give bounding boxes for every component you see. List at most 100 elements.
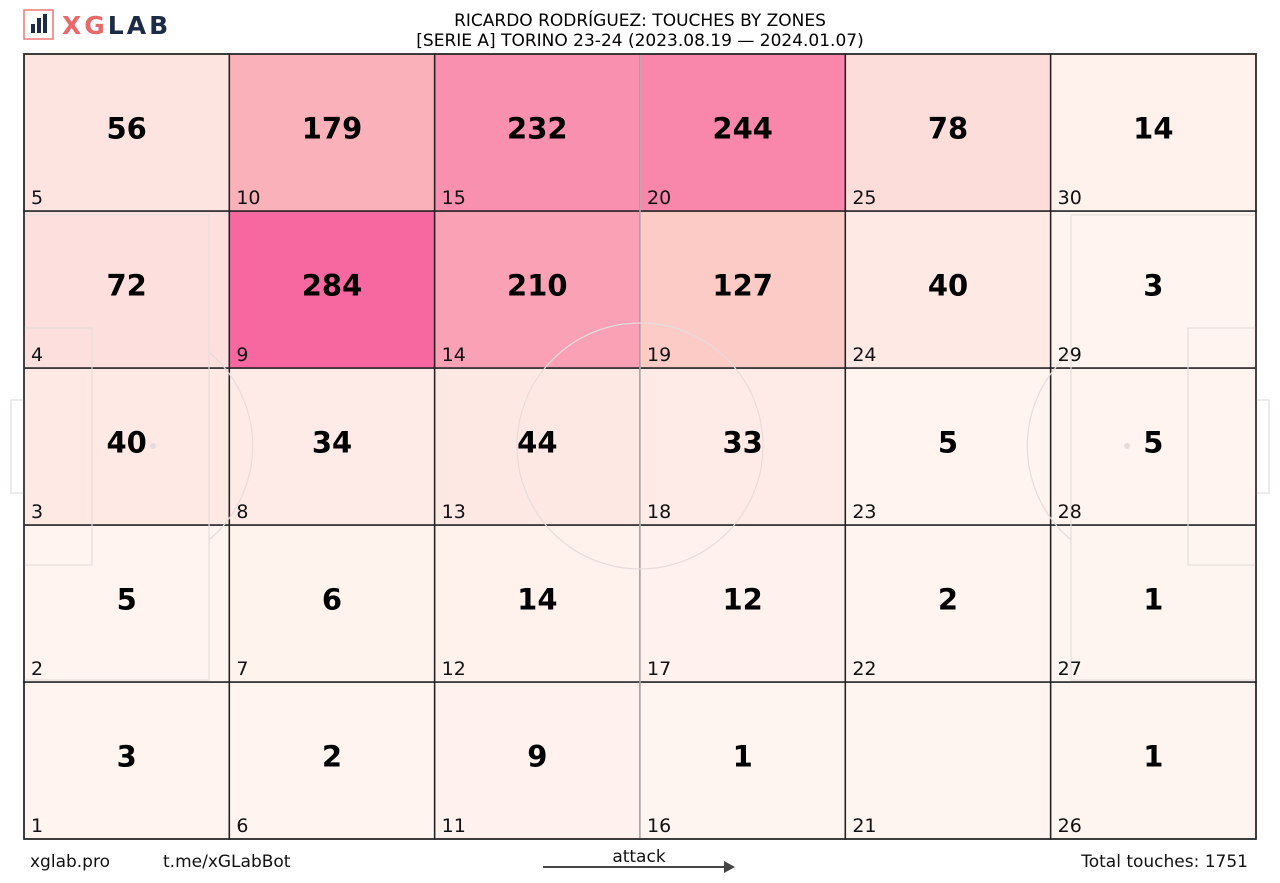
- cell: [433, 367, 641, 526]
- count-label: 1: [1143, 583, 1163, 617]
- count-label: 1: [733, 740, 753, 774]
- count-label: 5: [117, 583, 137, 617]
- cell: [639, 210, 847, 369]
- count-label: 40: [106, 426, 146, 460]
- count-label: 3: [117, 740, 137, 774]
- labels: 3152403724565266734828491791091114124413…: [31, 112, 1174, 838]
- cell: [433, 53, 641, 212]
- count-label: 1: [1143, 740, 1163, 774]
- zone-label: 29: [1058, 344, 1082, 366]
- zone-label: 8: [236, 501, 248, 523]
- zone-label: 28: [1058, 501, 1082, 523]
- count-label: 72: [106, 269, 146, 303]
- cell: [1049, 53, 1257, 212]
- zone-label: 22: [852, 658, 876, 680]
- arrow-head: [724, 861, 735, 873]
- zone-label: 23: [852, 501, 876, 523]
- penalty-arc: [1026, 351, 1072, 541]
- zone-label: 1: [31, 815, 43, 837]
- zone-label: 10: [236, 187, 260, 209]
- cell: [639, 367, 847, 526]
- zone-label: 18: [647, 501, 671, 523]
- zone-label: 16: [647, 815, 671, 837]
- zone-label: 3: [31, 501, 43, 523]
- cell: [433, 210, 641, 369]
- zone-label: 12: [442, 658, 466, 680]
- count-label: 33: [722, 426, 762, 460]
- zone-label: 4: [31, 344, 43, 366]
- count-label: 2: [938, 583, 958, 617]
- cell: [23, 524, 231, 683]
- cell: [228, 367, 436, 526]
- zone-label: 27: [1058, 658, 1082, 680]
- cells: [23, 53, 1257, 840]
- footer-link: t.me/xGLabBot: [163, 852, 291, 872]
- count-label: 78: [928, 112, 968, 146]
- cell: [1049, 681, 1257, 840]
- zone-label: 20: [647, 187, 671, 209]
- zone-label: 11: [442, 815, 466, 837]
- goal: [1255, 399, 1270, 494]
- empty-cell: [844, 681, 1052, 840]
- count-label: 232: [507, 112, 568, 146]
- count-label: 12: [722, 583, 762, 617]
- count-label: 40: [928, 269, 968, 303]
- cell: [844, 53, 1052, 212]
- logo: XGLAB: [23, 9, 171, 40]
- zone-label: 7: [236, 658, 248, 680]
- zone-label: 14: [442, 344, 466, 366]
- zone-label: 21: [852, 815, 876, 837]
- goal: [10, 399, 25, 494]
- count-label: 5: [938, 426, 958, 460]
- footer-site: xglab.pro: [30, 852, 110, 872]
- cell: [1049, 367, 1257, 526]
- cell: [433, 681, 641, 840]
- chart-title: RICARDO RODRÍGUEZ: TOUCHES BY ZONES: [454, 9, 826, 31]
- count-label: 284: [302, 269, 363, 303]
- count-label: 3: [1143, 269, 1163, 303]
- zone-label: 6: [236, 815, 248, 837]
- cell: [844, 367, 1052, 526]
- zone-label: 19: [647, 344, 671, 366]
- count-label: 56: [106, 112, 146, 146]
- cell: [844, 210, 1052, 369]
- cell: [844, 524, 1052, 683]
- zone-label: 26: [1058, 815, 1082, 837]
- zone-label: 13: [442, 501, 466, 523]
- count-label: 14: [1133, 112, 1173, 146]
- count-label: 14: [517, 583, 557, 617]
- penalty-spot: [1124, 443, 1130, 449]
- zone-label: 9: [236, 344, 248, 366]
- count-label: 34: [312, 426, 352, 460]
- logo-bar: [43, 14, 47, 33]
- zone-label: 25: [852, 187, 876, 209]
- zone-label: 24: [852, 344, 876, 366]
- count-label: 6: [322, 583, 342, 617]
- pitch-border: [23, 53, 1257, 840]
- cell: [1049, 210, 1257, 369]
- zone-label: 5: [31, 187, 43, 209]
- logo-accent: XG: [62, 11, 108, 40]
- chart-subtitle: [SERIE A] TORINO 23-24 (2023.08.19 — 202…: [416, 31, 863, 51]
- logo-bar: [31, 24, 35, 33]
- total-touches: Total touches: 1751: [1080, 852, 1248, 872]
- cell: [228, 681, 436, 840]
- logo-rest: LAB: [108, 11, 171, 40]
- zone-label: 15: [442, 187, 466, 209]
- count-label: 179: [302, 112, 363, 146]
- penalty-spot: [150, 443, 156, 449]
- count-label: 44: [517, 426, 557, 460]
- logo-bar: [37, 18, 41, 33]
- cell: [228, 53, 436, 212]
- cell: [228, 524, 436, 683]
- logo-box: [23, 9, 54, 40]
- zone-label: 17: [647, 658, 671, 680]
- count-label: 210: [507, 269, 568, 303]
- count-label: 127: [712, 269, 773, 303]
- zone-label: 30: [1058, 187, 1082, 209]
- cell: [228, 210, 436, 369]
- count-label: 244: [712, 112, 773, 146]
- zone-label: 2: [31, 658, 43, 680]
- cell: [433, 524, 641, 683]
